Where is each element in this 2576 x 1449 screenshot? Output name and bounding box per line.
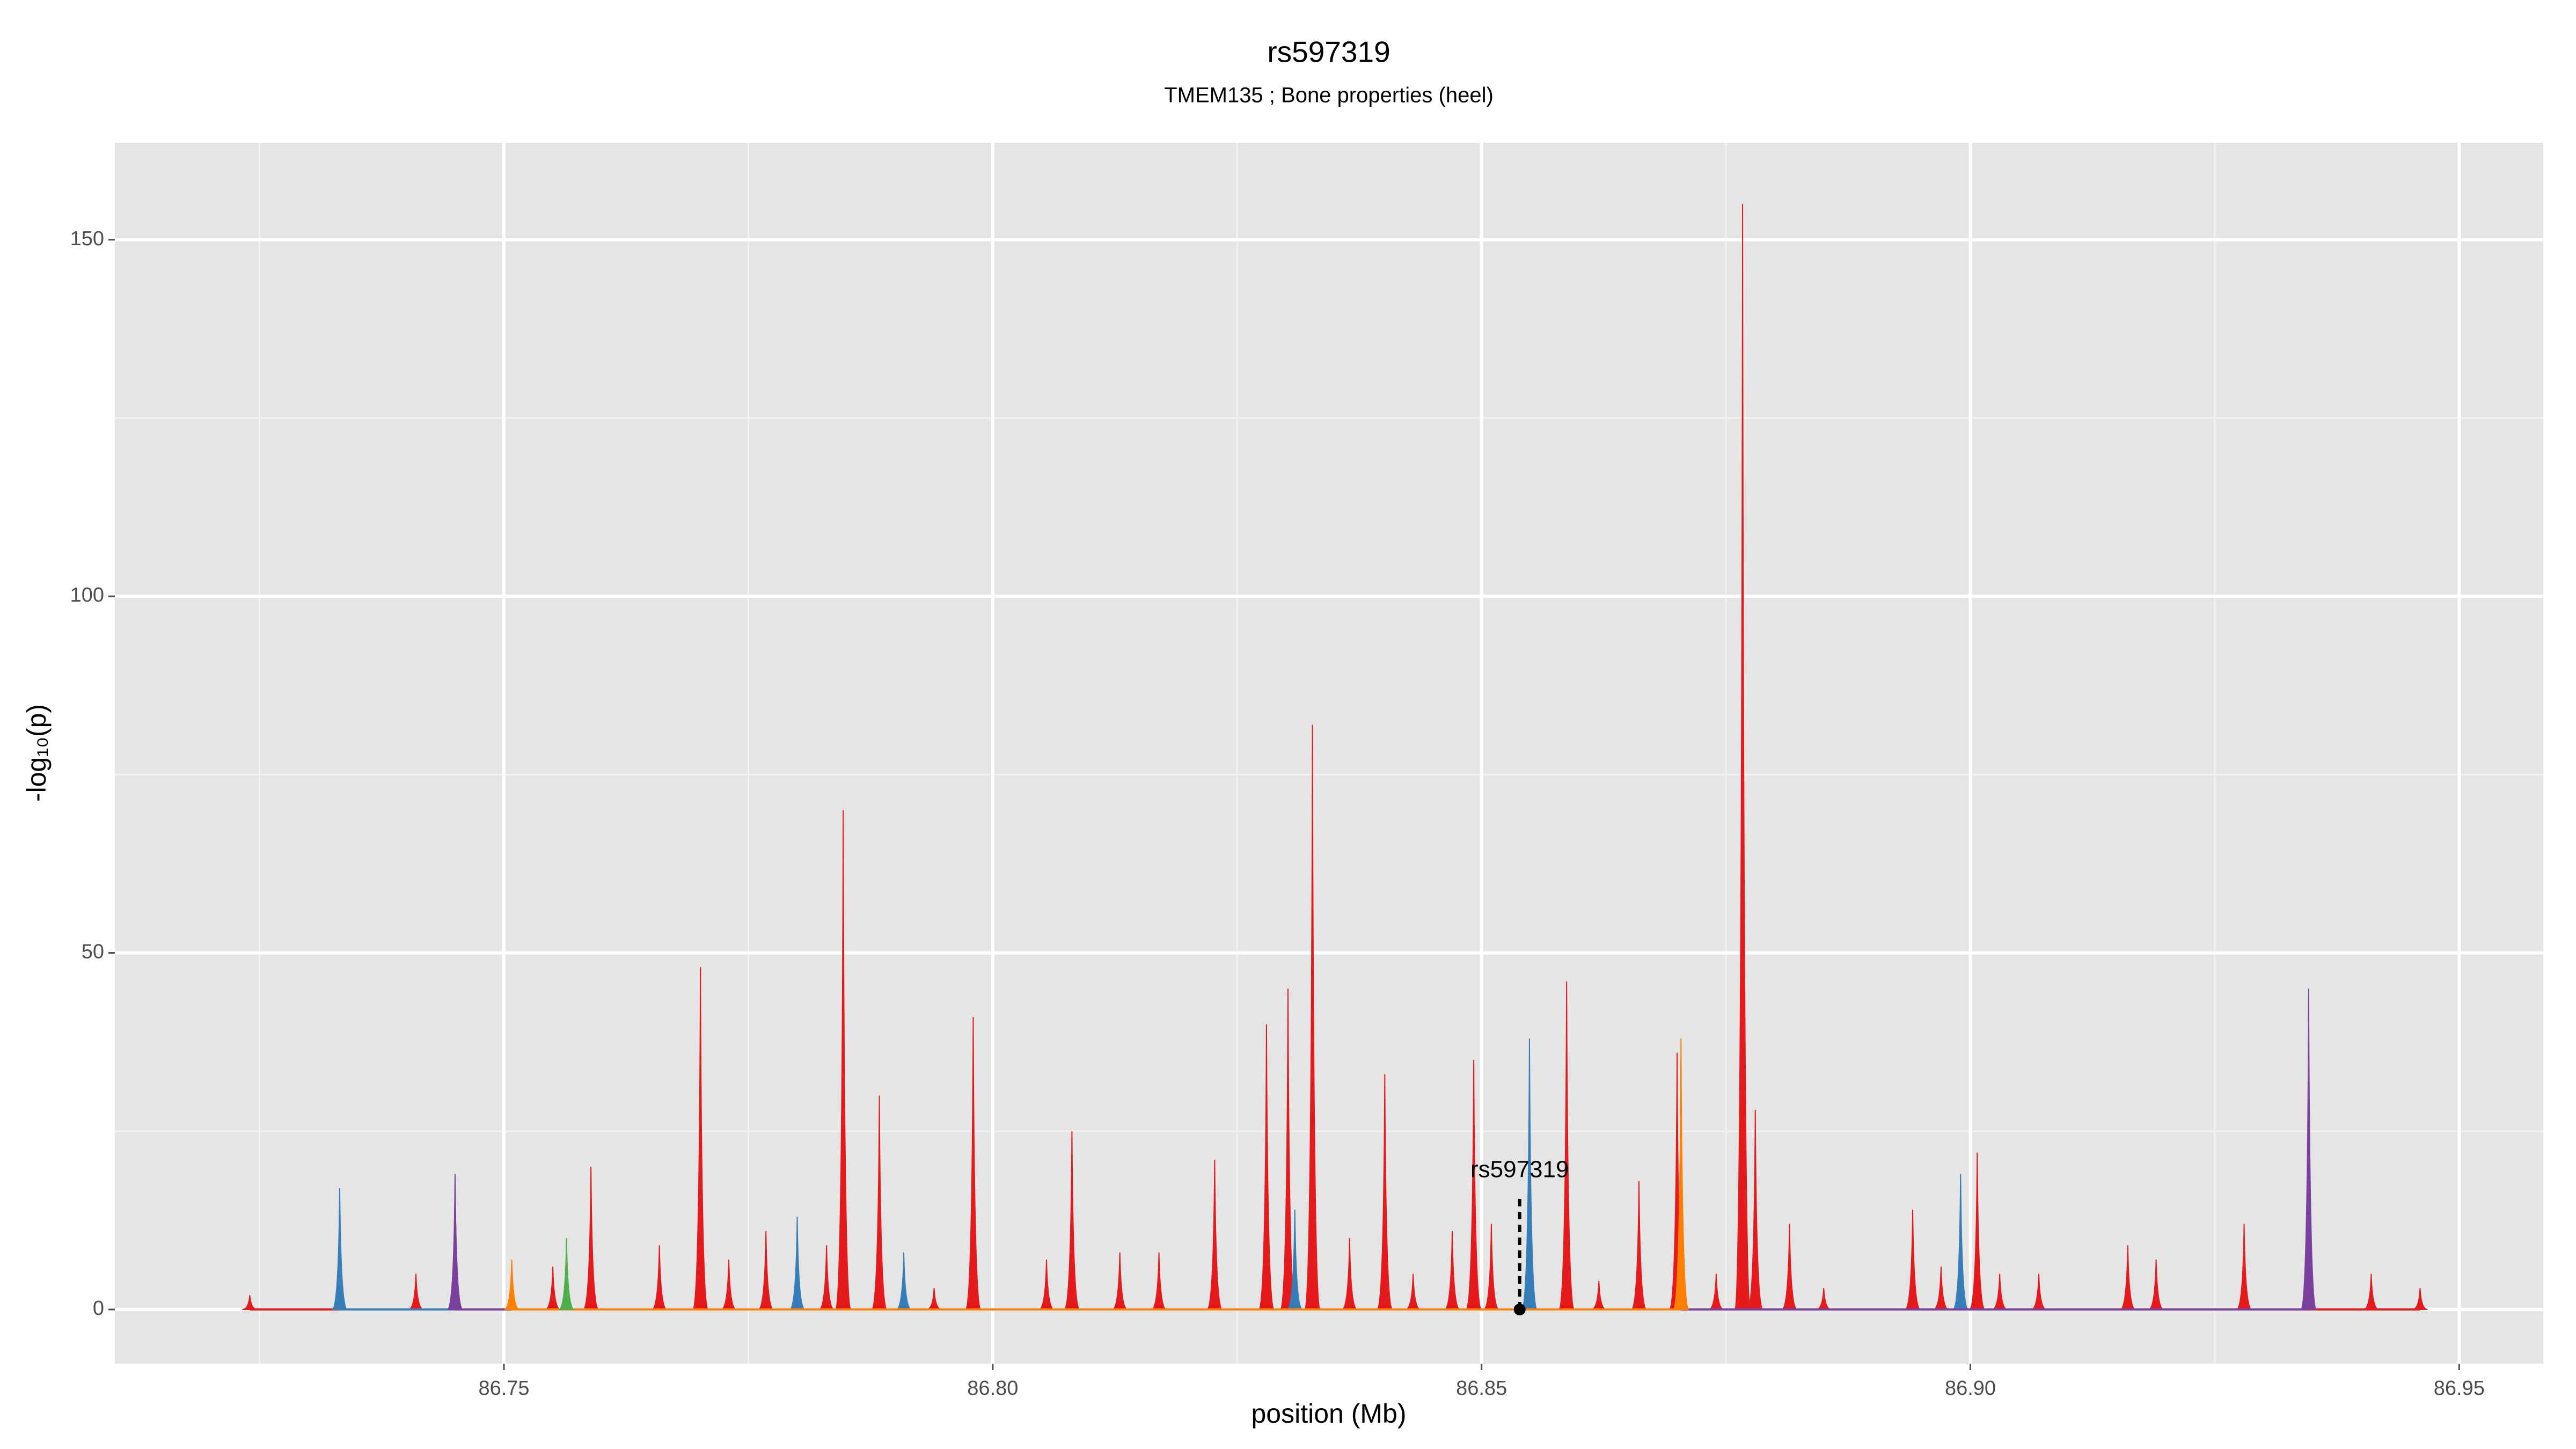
y-tick-label: 100 <box>70 584 104 606</box>
peak <box>1466 1059 1482 1311</box>
peak <box>2300 989 2317 1311</box>
peak <box>965 1017 982 1311</box>
peak <box>583 1167 599 1311</box>
peak <box>1591 1280 1607 1311</box>
annotation-label: rs597319 <box>1470 1157 1569 1183</box>
peak <box>1444 1231 1460 1311</box>
peak <box>447 1174 463 1311</box>
peak <box>1064 1131 1080 1311</box>
chart-title: rs597319 <box>1267 35 1390 69</box>
peak <box>818 1245 835 1311</box>
annotation-point <box>1513 1304 1526 1316</box>
peak <box>835 810 852 1311</box>
peak <box>1933 1267 1949 1311</box>
peak <box>1483 1224 1499 1311</box>
peak <box>1304 724 1321 1311</box>
x-tick-label: 86.80 <box>967 1377 1018 1400</box>
peak <box>1992 1274 2008 1311</box>
peak <box>692 967 709 1311</box>
y-tick-label: 0 <box>93 1297 104 1320</box>
peak <box>1735 204 1751 1311</box>
peak <box>2148 1259 2164 1311</box>
peak <box>871 1095 888 1311</box>
peak <box>2412 1288 2428 1311</box>
peak <box>1969 1152 1985 1311</box>
peak <box>1905 1209 1921 1311</box>
y-tick-label: 50 <box>82 941 104 963</box>
peak <box>652 1245 668 1311</box>
plot-background <box>115 143 2543 1364</box>
peak <box>332 1188 348 1311</box>
peak <box>1673 1038 1689 1311</box>
chart-subtitle: TMEM135 ; Bone properties (heel) <box>1164 84 1494 107</box>
x-tick-label: 86.85 <box>1456 1377 1507 1400</box>
peak <box>1151 1252 1167 1311</box>
x-axis-label: position (Mb) <box>1252 1399 1407 1429</box>
peak <box>1708 1274 1724 1311</box>
peak <box>1405 1274 1421 1311</box>
peak <box>2120 1245 2136 1311</box>
peak <box>559 1238 575 1311</box>
x-tick-label: 86.95 <box>2434 1377 2485 1400</box>
peak <box>1287 1209 1303 1311</box>
peak <box>1631 1181 1647 1311</box>
peak <box>2236 1224 2252 1311</box>
peak <box>1747 1109 1763 1311</box>
peak <box>242 1295 258 1311</box>
peak <box>1206 1159 1223 1311</box>
x-tick-label: 86.75 <box>478 1377 529 1400</box>
peak <box>1342 1238 1358 1311</box>
peak <box>2031 1274 2047 1311</box>
peak <box>1377 1074 1393 1311</box>
peak <box>1112 1252 1128 1311</box>
peak <box>2363 1274 2379 1311</box>
peak <box>1038 1259 1055 1311</box>
peak <box>545 1267 561 1311</box>
peak <box>1952 1174 1968 1311</box>
peak <box>1782 1224 1797 1311</box>
peak <box>408 1274 424 1311</box>
x-tick-label: 86.90 <box>1945 1377 1996 1400</box>
y-axis-label: -log₁₀(p) <box>21 704 52 802</box>
peak <box>1558 981 1575 1311</box>
peak <box>789 1217 805 1311</box>
peak <box>1521 1038 1538 1311</box>
y-tick-label: 150 <box>70 228 104 250</box>
peak <box>1258 1024 1275 1311</box>
peak <box>721 1259 737 1311</box>
peak <box>504 1259 519 1311</box>
peak <box>896 1252 912 1311</box>
peak <box>758 1231 774 1311</box>
